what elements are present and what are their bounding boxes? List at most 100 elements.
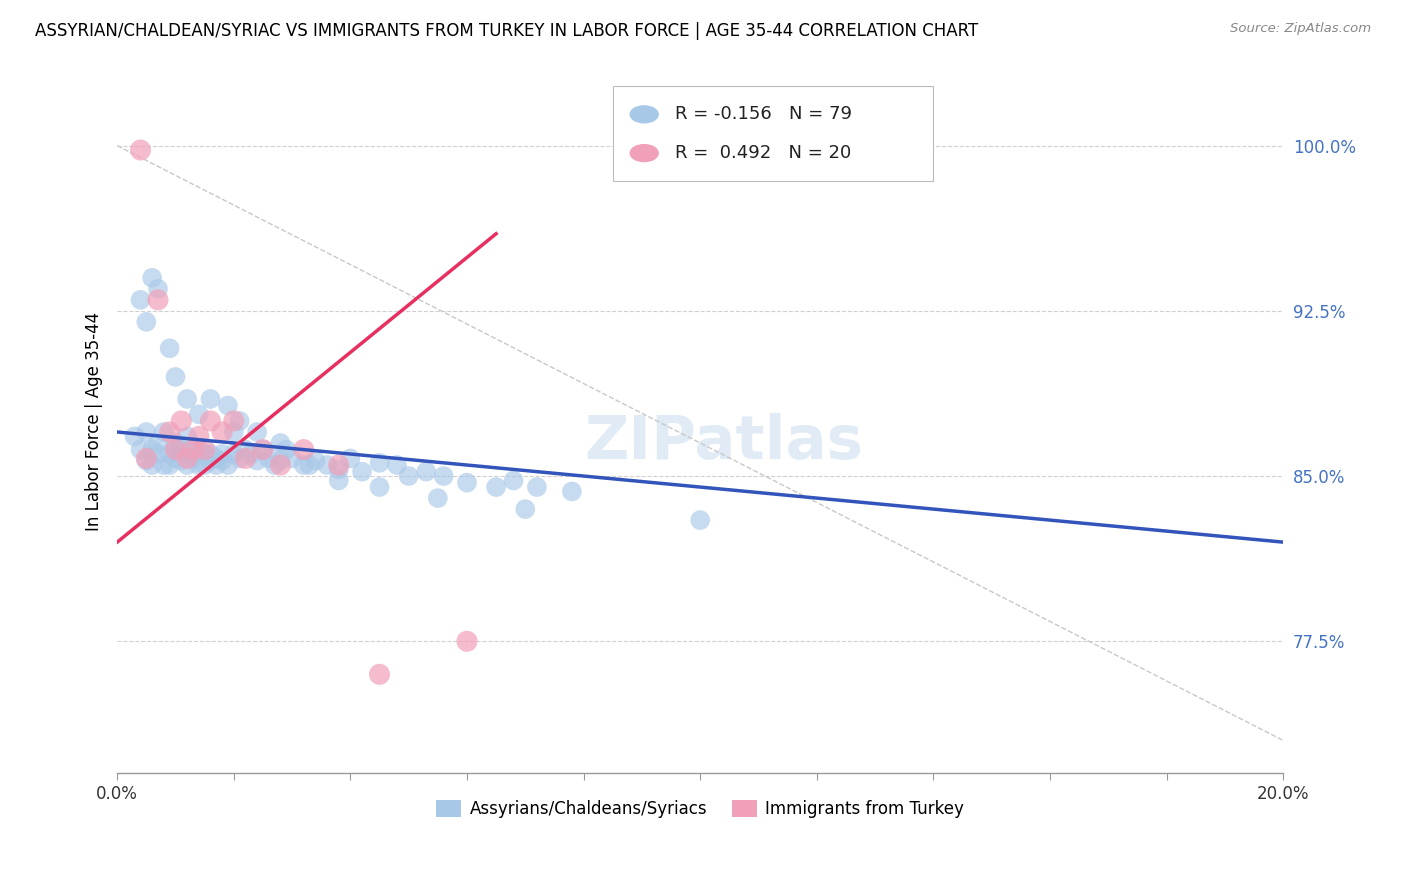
Point (187, 458, 209, 472)
Point (398, 469, 420, 483)
Point (135, 315, 157, 329)
Point (276, 442, 298, 457)
Point (135, 451, 157, 466)
Point (200, 447, 222, 461)
Point (159, 447, 181, 461)
Point (328, 474, 350, 488)
Point (485, 480, 508, 494)
Text: ASSYRIAN/CHALDEAN/SYRIAC VS IMMIGRANTS FROM TURKEY IN LABOR FORCE | AGE 35-44 CO: ASSYRIAN/CHALDEAN/SYRIAC VS IMMIGRANTS F… (35, 22, 979, 40)
Point (129, 442, 152, 457)
Point (456, 634, 478, 648)
Point (146, 447, 169, 461)
Point (176, 392, 198, 406)
Point (222, 414, 245, 428)
Point (368, 480, 391, 494)
Point (194, 442, 217, 457)
Point (141, 458, 163, 472)
Point (222, 425, 245, 439)
Point (298, 458, 321, 472)
Point (350, 465, 373, 479)
Point (200, 392, 222, 406)
Point (146, 293, 169, 307)
Point (165, 370, 187, 384)
Point (165, 436, 187, 450)
Point (146, 282, 169, 296)
Point (281, 451, 304, 466)
Point (153, 458, 176, 472)
Point (165, 442, 187, 457)
Point (200, 414, 222, 428)
Text: ZIPatlas: ZIPatlas (583, 413, 863, 472)
Point (211, 447, 233, 461)
Text: R = -0.156   N = 79: R = -0.156 N = 79 (675, 105, 852, 123)
Point (141, 442, 163, 457)
Point (415, 465, 437, 479)
Point (292, 458, 315, 472)
Point (211, 453, 233, 467)
Legend: Assyrians/Chaldeans/Syriacs, Immigrants from Turkey: Assyrians/Chaldeans/Syriacs, Immigrants … (429, 794, 972, 825)
Point (561, 484, 583, 499)
Point (141, 270, 163, 285)
Point (165, 451, 187, 466)
Point (515, 502, 537, 516)
Point (269, 458, 291, 472)
Point (426, 491, 449, 505)
Point (689, 513, 711, 527)
Point (205, 458, 228, 472)
Point (240, 447, 263, 461)
Point (235, 442, 257, 457)
Point (222, 447, 245, 461)
Point (368, 456, 391, 470)
Point (269, 436, 291, 450)
Circle shape (630, 106, 658, 123)
Point (153, 425, 176, 439)
Point (170, 453, 193, 467)
Point (194, 458, 217, 472)
Point (211, 425, 233, 439)
Point (165, 442, 187, 457)
Point (135, 425, 157, 439)
Point (228, 451, 250, 466)
Circle shape (630, 145, 658, 161)
Point (339, 451, 361, 466)
Point (252, 442, 274, 457)
Point (257, 451, 280, 466)
Point (246, 453, 269, 467)
Point (146, 436, 169, 450)
Point (328, 458, 350, 472)
Point (433, 469, 456, 483)
Point (187, 442, 209, 457)
Point (187, 429, 209, 443)
Point (316, 458, 339, 472)
Point (252, 442, 274, 457)
Point (217, 399, 239, 413)
Point (228, 414, 250, 428)
Point (129, 293, 152, 307)
Text: Source: ZipAtlas.com: Source: ZipAtlas.com (1230, 22, 1371, 36)
Point (269, 453, 291, 467)
Point (205, 451, 228, 466)
Point (181, 442, 204, 457)
Point (124, 429, 146, 443)
Point (135, 453, 157, 467)
Point (181, 442, 204, 457)
Point (304, 453, 326, 467)
Point (176, 429, 198, 443)
Point (176, 458, 198, 472)
Point (159, 425, 181, 439)
Point (170, 442, 193, 457)
FancyBboxPatch shape (613, 87, 934, 181)
Point (328, 462, 350, 476)
Point (176, 451, 198, 466)
Point (187, 408, 209, 422)
Point (263, 458, 285, 472)
Point (170, 414, 193, 428)
Point (235, 451, 257, 466)
Point (526, 480, 548, 494)
Point (159, 458, 181, 472)
Point (181, 451, 204, 466)
Point (200, 453, 222, 467)
Point (502, 474, 524, 488)
Point (368, 667, 391, 681)
Point (246, 425, 269, 439)
